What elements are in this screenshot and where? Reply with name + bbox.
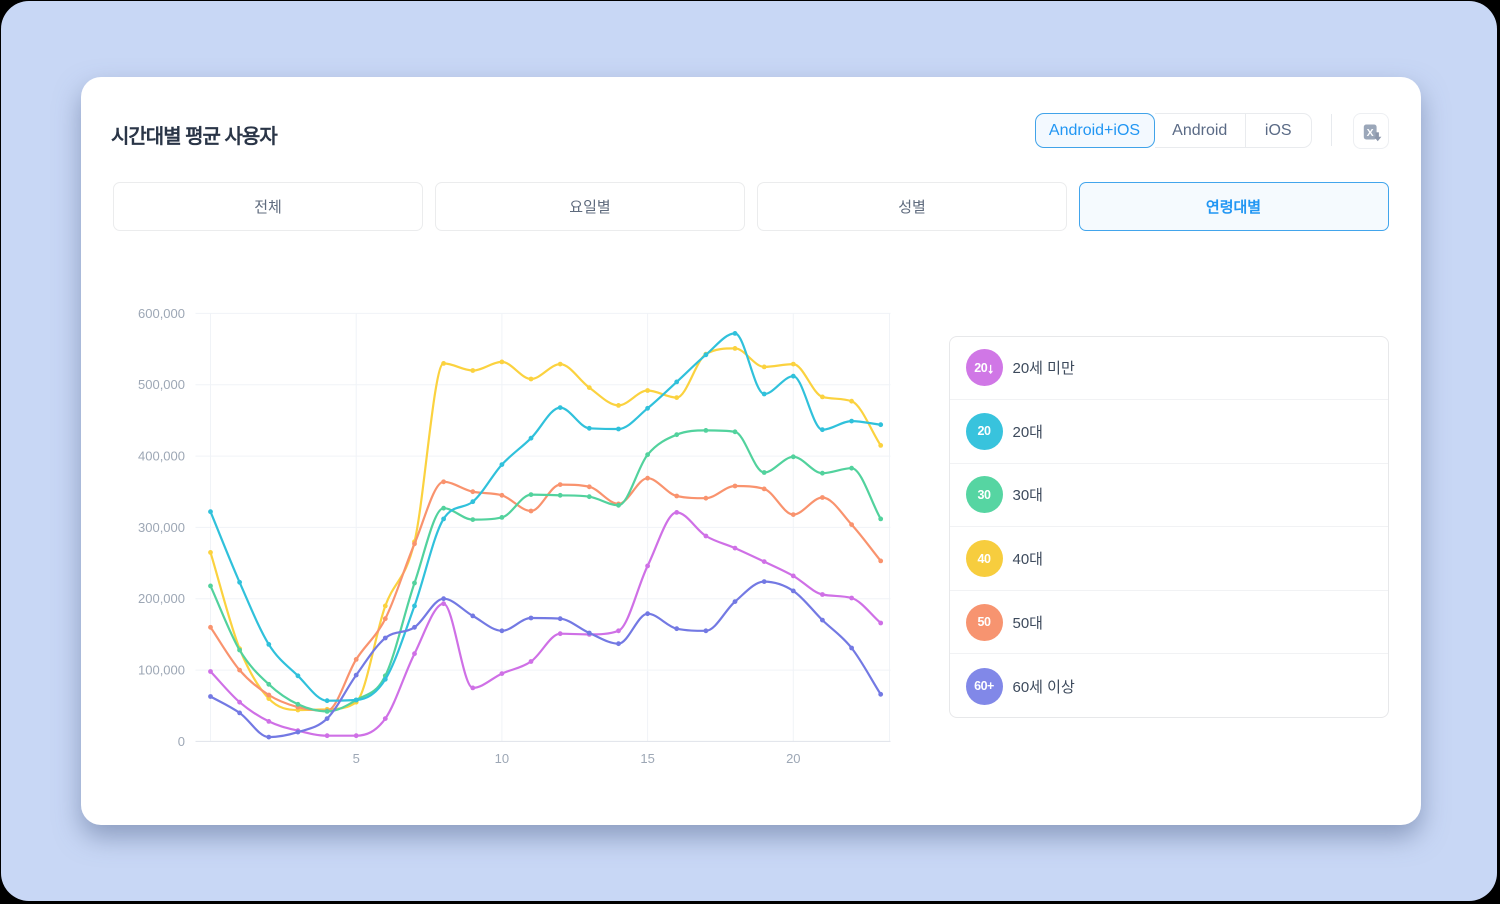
svg-text:200,000: 200,000 (138, 591, 185, 606)
svg-text:0: 0 (178, 734, 185, 749)
svg-text:400,000: 400,000 (138, 449, 185, 464)
svg-text:100,000: 100,000 (138, 663, 185, 678)
svg-text:X: X (1366, 127, 1373, 139)
svg-text:15: 15 (640, 751, 654, 766)
svg-text:300,000: 300,000 (138, 520, 185, 535)
svg-text:20: 20 (786, 751, 800, 766)
svg-text:10: 10 (495, 751, 509, 766)
svg-text:5: 5 (353, 751, 360, 766)
svg-text:500,000: 500,000 (138, 377, 185, 392)
svg-text:600,000: 600,000 (138, 306, 185, 321)
